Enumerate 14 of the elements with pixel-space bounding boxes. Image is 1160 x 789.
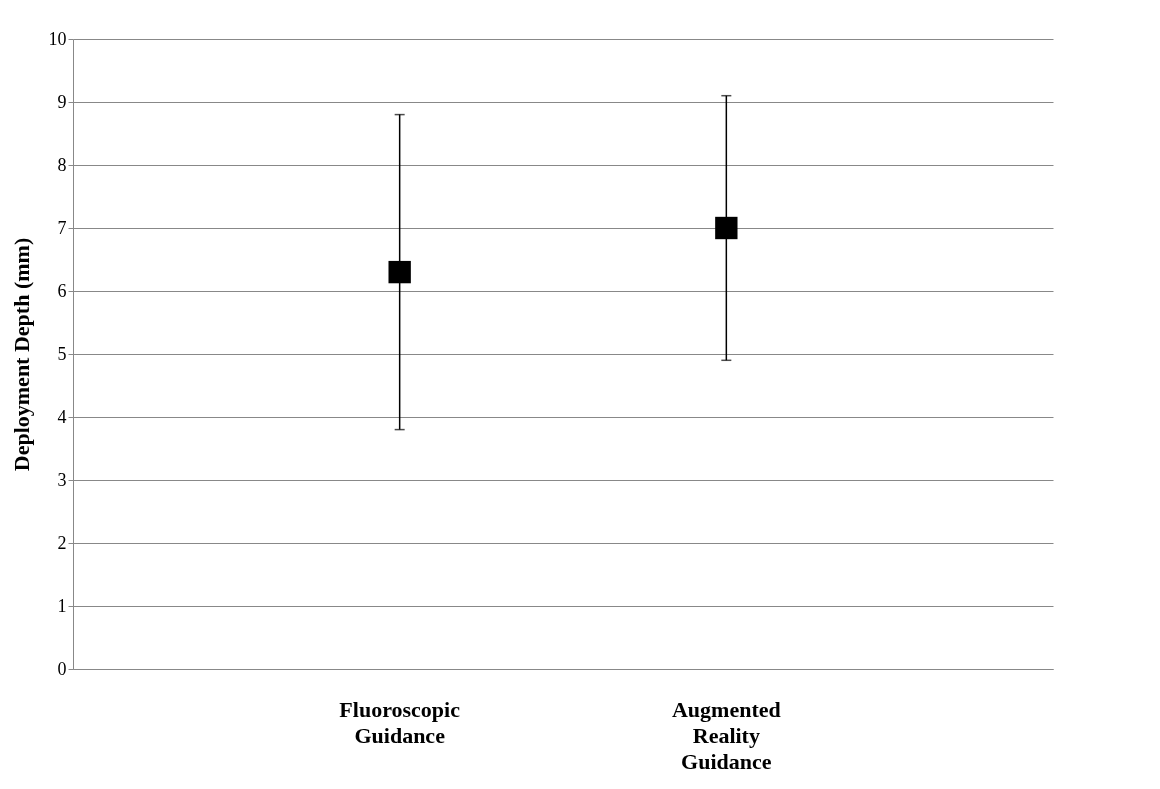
- y-tick-label: 10: [48, 28, 67, 49]
- y-axis-title: Deployment Depth (mm): [8, 237, 34, 472]
- y-tick-label: 3: [57, 469, 67, 490]
- y-tick-label: 2: [57, 532, 67, 553]
- y-tick-label: 1: [57, 595, 67, 616]
- y-tick-label: 8: [57, 154, 67, 175]
- x-tick-label: Fluoroscopic Guidance: [339, 696, 461, 748]
- y-tick-label: 6: [57, 280, 67, 301]
- y-tick-label: 4: [57, 406, 67, 427]
- y-tick-label: 0: [57, 658, 67, 679]
- y-tick-label: 9: [57, 91, 67, 112]
- x-tick-label: Augmented Reality Guidance: [671, 696, 781, 774]
- y-tick-label: 7: [57, 217, 67, 238]
- y-tick-label: 5: [57, 343, 67, 364]
